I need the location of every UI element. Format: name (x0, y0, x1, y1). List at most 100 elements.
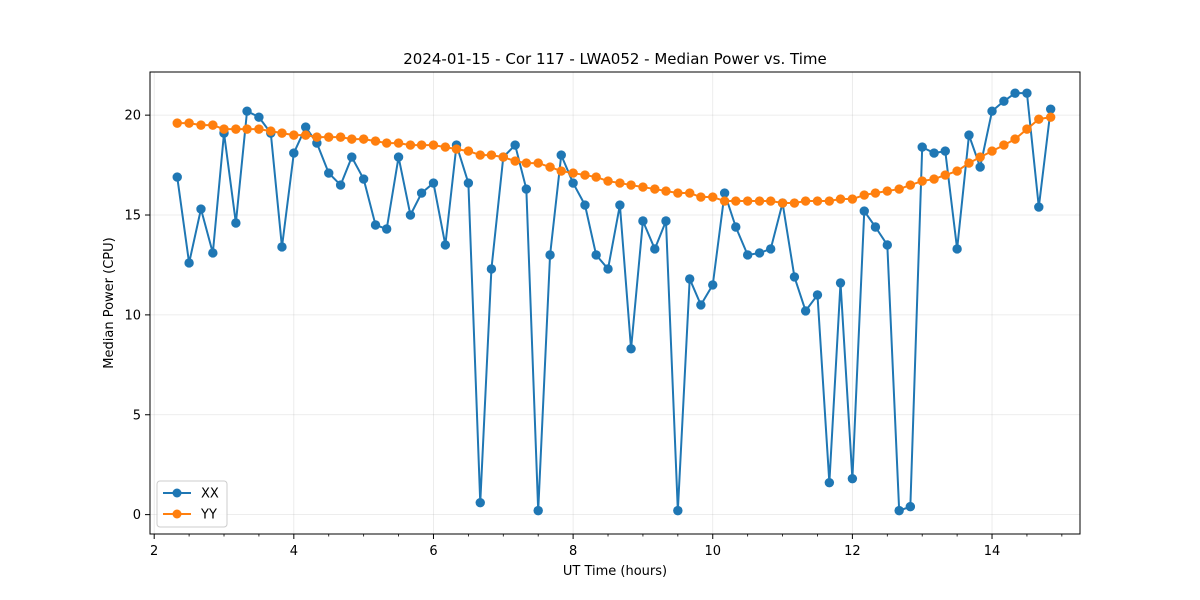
y-axis-label: Median Power (CPU) (102, 237, 117, 368)
data-point-yy (533, 158, 543, 168)
data-point-xx (370, 220, 381, 230)
data-point-yy (929, 174, 939, 184)
data-point-yy (463, 146, 474, 156)
data-point-xx (580, 200, 590, 210)
data-point-xx (952, 244, 962, 254)
data-point-xx (638, 216, 648, 226)
data-point-yy (742, 196, 753, 206)
data-point-yy (1045, 112, 1056, 122)
data-point-xx (987, 106, 997, 116)
data-point-xx (882, 240, 892, 250)
data-point-xx (591, 250, 601, 260)
legend-marker-xx (172, 488, 182, 498)
data-point-yy (208, 120, 218, 130)
data-point-yy (521, 158, 532, 168)
data-point-yy (196, 120, 206, 130)
data-point-xx (533, 505, 543, 516)
data-point-yy (626, 180, 636, 190)
data-point-xx (824, 477, 835, 488)
data-point-yy (835, 194, 846, 204)
data-point-yy (254, 124, 264, 134)
chart-title: 2024-01-15 - Cor 117 - LWA052 - Median P… (403, 50, 827, 68)
data-point-yy (370, 136, 381, 146)
data-point-yy (184, 118, 194, 128)
data-point-yy (952, 166, 962, 176)
data-point-yy (428, 140, 439, 150)
data-point-xx (277, 242, 287, 252)
data-point-yy (1022, 124, 1032, 134)
x-tick-label: 10 (704, 544, 721, 559)
data-point-yy (894, 184, 904, 194)
data-point-yy (650, 184, 660, 194)
data-point-xx (405, 210, 416, 220)
data-point-xx (254, 112, 264, 122)
x-tick-label: 8 (569, 544, 577, 559)
data-point-xx (242, 106, 252, 116)
data-point-yy (1010, 134, 1020, 144)
data-point-xx (324, 168, 334, 178)
data-point-yy (358, 134, 369, 144)
data-point-xx (673, 505, 683, 516)
data-point-yy (580, 170, 590, 180)
data-point-xx (765, 244, 776, 254)
data-point-yy (591, 172, 601, 182)
data-point-xx (859, 206, 869, 216)
data-point-yy (824, 196, 835, 206)
data-point-xx (231, 218, 241, 228)
data-point-xx (615, 200, 625, 210)
data-point-yy (556, 166, 566, 176)
data-point-yy (242, 124, 252, 134)
data-point-yy (231, 124, 241, 134)
data-point-yy (451, 144, 462, 154)
data-point-yy (300, 130, 311, 140)
data-point-yy (673, 188, 683, 198)
data-point-xx (917, 142, 927, 152)
data-point-xx (626, 344, 636, 354)
series-line-yy (177, 116, 1051, 205)
data-point-yy (859, 190, 869, 200)
data-point-xx (812, 290, 823, 300)
x-axis-label: UT Time (hours) (563, 564, 667, 579)
x-tick-label: 12 (844, 544, 861, 559)
data-point-yy (987, 146, 997, 156)
data-point-xx (463, 178, 474, 188)
data-point-yy (219, 124, 229, 134)
data-point-xx (1045, 104, 1056, 114)
data-point-yy (777, 198, 788, 208)
data-point-xx (696, 300, 706, 310)
data-point-yy (498, 152, 508, 162)
x-tick-label: 6 (429, 544, 437, 559)
data-point-yy (661, 186, 671, 196)
data-point-yy (615, 178, 625, 188)
x-tick-label: 2 (150, 544, 158, 559)
data-point-yy (905, 180, 916, 190)
data-point-yy (277, 128, 287, 138)
data-point-xx (475, 497, 485, 508)
data-point-xx (742, 250, 753, 260)
data-point-yy (1034, 114, 1044, 124)
data-point-yy (812, 196, 823, 206)
data-point-yy (603, 176, 613, 186)
data-point-yy (847, 194, 858, 204)
data-point-yy (765, 196, 776, 206)
data-point-yy (347, 134, 357, 144)
data-point-xx (650, 244, 660, 254)
data-point-xx (1022, 88, 1032, 98)
data-point-xx (603, 264, 613, 274)
data-point-yy (754, 196, 765, 206)
data-point-xx (486, 264, 497, 274)
data-point-xx (661, 216, 671, 226)
y-tick-label: 10 (124, 308, 141, 323)
data-point-xx (1034, 202, 1044, 212)
data-point-xx (708, 280, 718, 290)
data-point-yy (416, 140, 427, 150)
data-point-yy (545, 162, 555, 172)
data-point-yy (405, 140, 416, 150)
data-point-yy (381, 138, 392, 148)
y-tick-label: 0 (133, 508, 141, 523)
data-point-xx (510, 140, 520, 150)
data-point-yy (172, 118, 182, 128)
data-point-xx (289, 148, 299, 158)
data-point-xx (731, 222, 741, 232)
